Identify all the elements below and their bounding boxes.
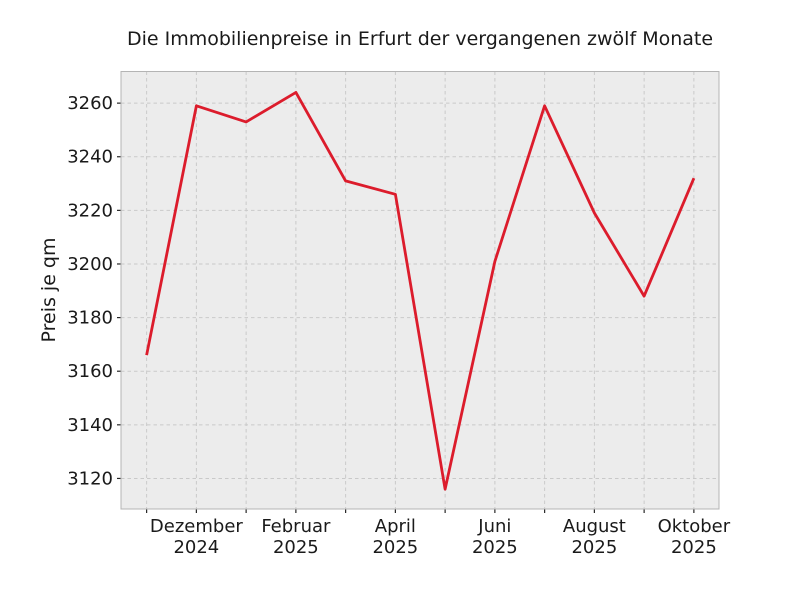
price-series-line [145,91,696,491]
y-tick-label: 3200 [67,254,113,275]
y-tick-label: 3260 [67,93,113,114]
y-tick-label: 3240 [67,147,113,168]
y-tick-label: 3140 [67,415,113,436]
x-tick-label: Oktober 2025 [658,516,731,558]
x-tick-label: Juni 2025 [472,516,518,558]
y-tick-label: 3180 [67,308,113,329]
x-tick-label: April 2025 [372,516,418,558]
y-tick-label: 3160 [67,361,113,382]
y-tick-label: 3220 [67,200,113,221]
x-tick-label: August 2025 [563,516,626,558]
chart-title: Die Immobilienpreise in Erfurt der verga… [126,28,714,50]
plot-border [120,71,720,510]
x-tick-label: Dezember 2024 [150,516,243,558]
plot-background [121,71,719,509]
y-tick-label: 3120 [67,468,113,489]
x-tick-label: Februar 2025 [261,516,331,558]
